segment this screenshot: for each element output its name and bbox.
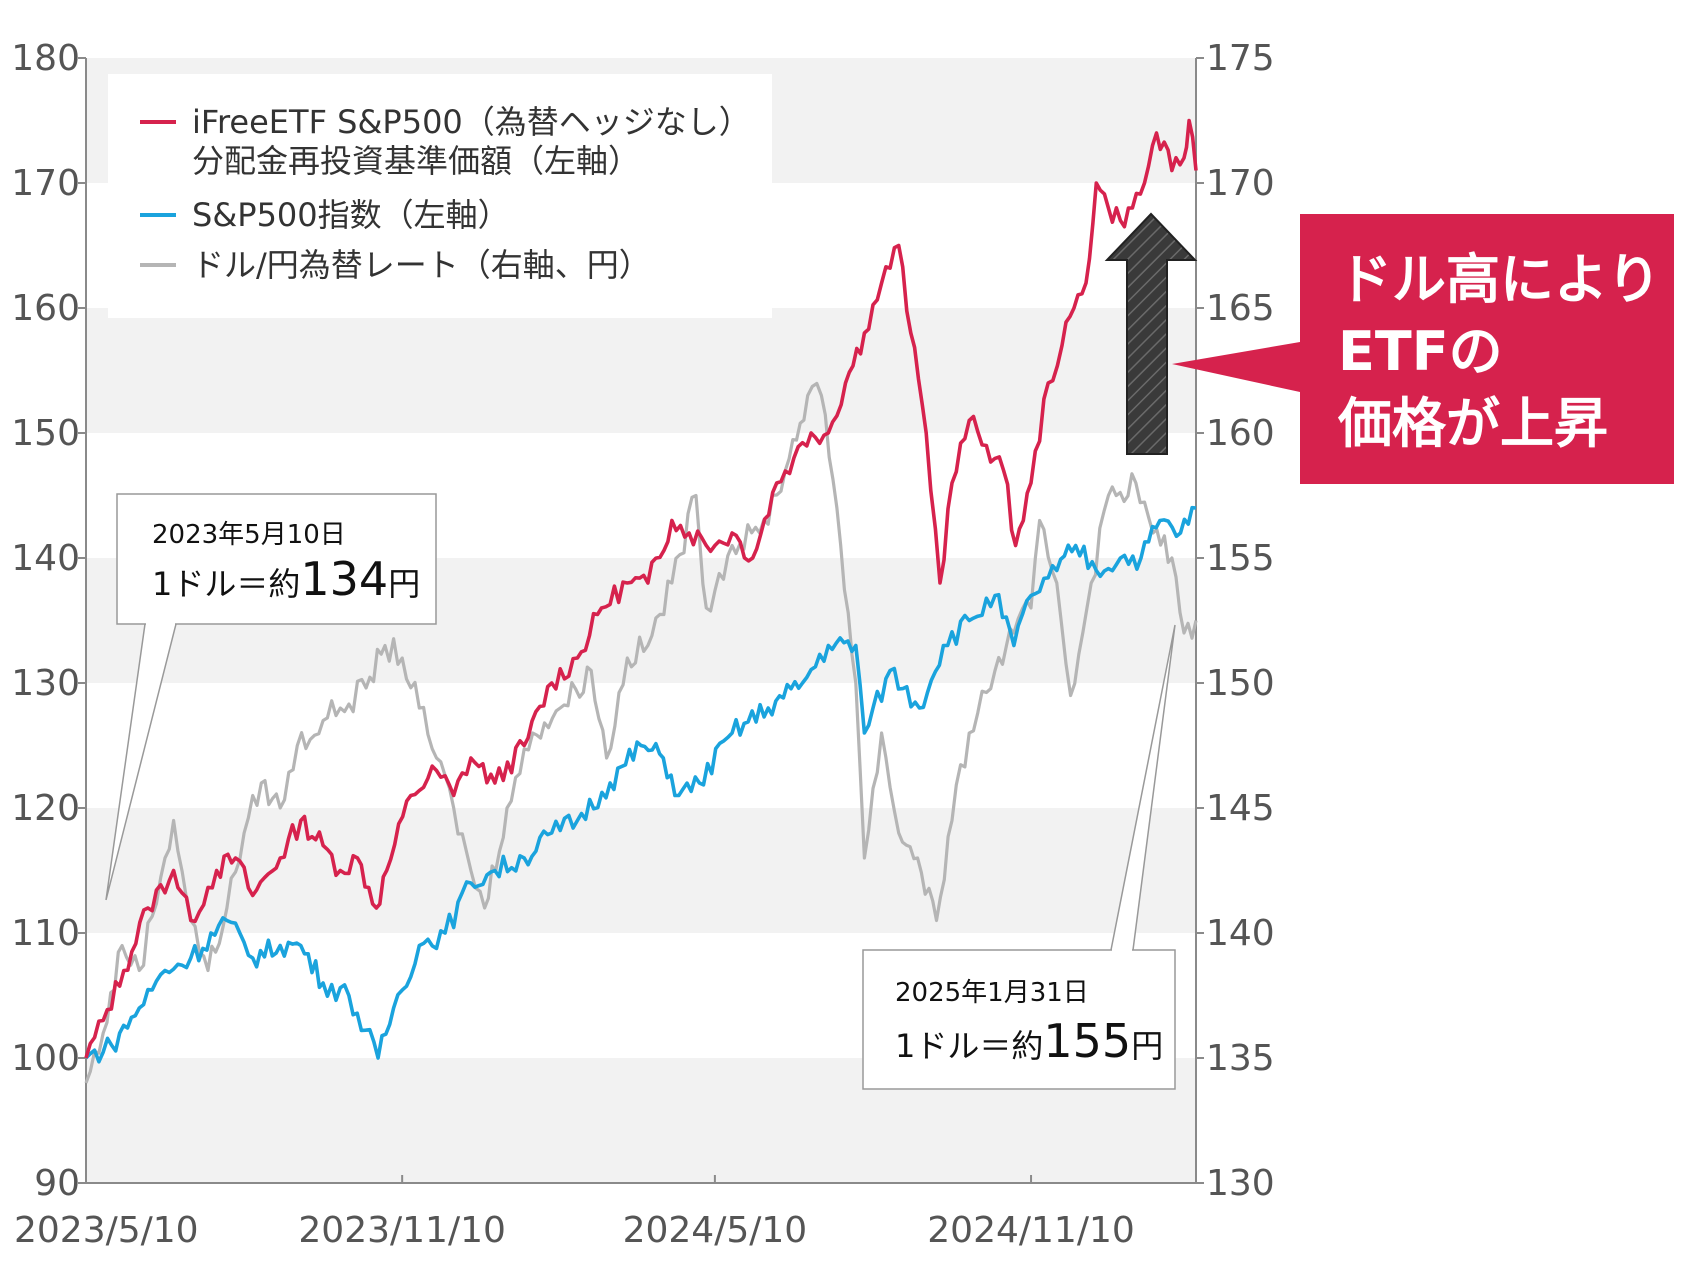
left-tick-label: 90 (34, 1163, 80, 1204)
left-tick-label: 110 (11, 913, 80, 954)
callout-line-1: ドル高により (1338, 248, 1661, 311)
annotation-end: 2025年1月31日 1ドル＝約155円 (862, 624, 1176, 1090)
annotation-end-rate: 1ドル＝約155円 (895, 1014, 1163, 1068)
annotation-start-date: 2023年5月10日 (152, 520, 346, 550)
annotation-start-box (116, 493, 437, 625)
callout-box (1172, 214, 1674, 484)
left-tick-label: 140 (11, 538, 80, 579)
x-tick-label: 2023/11/10 (298, 1210, 506, 1251)
annotation-start-rate: 1ドル＝約134円 (152, 552, 420, 606)
annotation-end-pointer (1110, 624, 1176, 951)
right-tick-label: 170 (1206, 163, 1275, 204)
left-tick-label: 130 (11, 663, 80, 704)
legend-label-fx: ドル/円為替レート（右軸、円） (192, 246, 651, 284)
right-tick-label: 145 (1206, 788, 1275, 829)
left-tick-label: 180 (11, 38, 80, 79)
left-tick-label: 100 (11, 1038, 80, 1079)
legend-label-etf-line1: iFreeETF S&P500（為替ヘッジなし） (192, 103, 751, 141)
legend-label-sp500: S&P500指数（左軸） (192, 196, 510, 234)
legend: iFreeETF S&P500（為替ヘッジなし） 分配金再投資基準価額（左軸） … (108, 74, 772, 318)
right-tick-label: 155 (1206, 538, 1275, 579)
left-tick-label: 160 (11, 288, 80, 329)
right-tick-label: 165 (1206, 288, 1275, 329)
right-tick-label: 150 (1206, 663, 1275, 704)
x-axis-ticks: 2023/5/10 2023/11/10 2024/5/10 2024/11/10 (14, 1175, 1135, 1251)
legend-label-etf-line2: 分配金再投資基準価額（左軸） (192, 142, 640, 180)
series-line-etf (84, 118, 1198, 1059)
right-tick-label: 140 (1206, 913, 1275, 954)
annotation-end-date: 2025年1月31日 (895, 978, 1089, 1008)
annotation-start: 2023年5月10日 1ドル＝約134円 (105, 493, 437, 901)
right-tick-label: 135 (1206, 1038, 1275, 1079)
x-tick-label: 2024/11/10 (927, 1210, 1135, 1251)
up-arrow-icon (1104, 212, 1198, 455)
right-tick-label: 160 (1206, 413, 1275, 454)
left-tick-label: 150 (11, 413, 80, 454)
annotation-end-box (862, 949, 1176, 1090)
left-tick-label: 170 (11, 163, 80, 204)
right-axis-ticks: 130 135 140 145 150 155 160 165 170 175 (1196, 38, 1275, 1204)
annotation-start-pointer (105, 623, 177, 901)
series-line-sp500 (84, 505, 1197, 1064)
callout: ドル高により ETFの 価格が上昇 (1172, 214, 1674, 484)
series-lines (84, 118, 1198, 1084)
callout-line-2: ETFの (1338, 320, 1503, 383)
left-tick-label: 120 (11, 788, 80, 829)
right-tick-label: 130 (1206, 1163, 1275, 1204)
grid-band (86, 808, 1196, 933)
right-tick-label: 175 (1206, 38, 1275, 79)
left-axis-ticks: 90 100 110 120 130 140 150 160 170 180 (11, 38, 86, 1204)
x-tick-label: 2024/5/10 (623, 1210, 808, 1251)
legend-box (108, 74, 772, 318)
grid-band (86, 308, 1196, 433)
callout-line-3: 価格が上昇 (1337, 392, 1608, 455)
x-tick-label: 2023/5/10 (14, 1210, 199, 1251)
